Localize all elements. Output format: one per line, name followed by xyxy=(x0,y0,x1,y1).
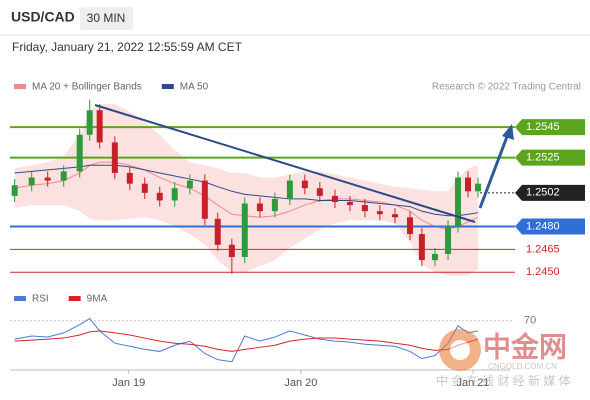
x-tick-label: Jan 19 xyxy=(112,377,145,389)
watermark: 中金网 CNGOLD.COM.CN 中 金 在 线 财 经 新 媒 体 xyxy=(436,329,571,388)
candle-body xyxy=(241,203,248,258)
candle-body xyxy=(201,180,208,219)
candle-body xyxy=(407,217,413,235)
candle-body xyxy=(256,203,263,212)
candle-body xyxy=(141,183,148,193)
legend-label: MA 50 xyxy=(180,82,209,93)
rsi-line xyxy=(14,330,479,352)
candle-body xyxy=(186,180,193,189)
candle-body xyxy=(11,185,18,196)
candle-body xyxy=(376,211,383,215)
candle-body xyxy=(86,110,93,135)
candle-body xyxy=(171,188,178,201)
candle-body xyxy=(214,218,221,245)
candle-body xyxy=(126,172,133,184)
candle-body xyxy=(111,142,118,173)
ma50-line xyxy=(14,164,479,217)
rsi-legend-label: RSI xyxy=(32,294,49,305)
ma20-line xyxy=(14,161,479,231)
rsi-tick-label: 70 xyxy=(524,314,536,326)
watermark-logo-inner xyxy=(450,340,470,360)
rsi-line xyxy=(14,317,479,363)
level-label: 1.2480 xyxy=(526,220,560,232)
candle-body xyxy=(474,183,481,192)
forecast-arrowhead xyxy=(502,124,514,140)
legend-label: MA 20 + Bollinger Bands xyxy=(32,82,142,93)
candle-body xyxy=(316,188,323,196)
interval-button[interactable] xyxy=(80,7,133,30)
candle-body xyxy=(286,180,293,199)
credit: Research © 2022 Trading Central xyxy=(432,82,581,93)
level-box xyxy=(515,218,585,235)
level-box xyxy=(515,184,585,201)
legend-swatch xyxy=(14,84,26,89)
trend-line xyxy=(94,104,476,223)
candle-body xyxy=(44,177,51,181)
level-box xyxy=(515,119,585,136)
rsi-legend-swatch xyxy=(14,296,26,301)
candle-body xyxy=(156,192,163,201)
candle-body xyxy=(431,253,438,261)
legend-swatch xyxy=(161,84,174,89)
candle-body xyxy=(361,205,368,212)
watermark-tagline: 中 金 在 线 财 经 新 媒 体 xyxy=(436,373,571,388)
watermark-url: CNGOLD.COM.CN xyxy=(488,362,557,371)
x-tick-label: Jan 20 xyxy=(284,377,317,389)
candle-body xyxy=(445,226,452,254)
level-label: 1.2502 xyxy=(526,187,560,199)
candle-body xyxy=(418,234,425,261)
bollinger-band xyxy=(14,104,478,276)
candle-body xyxy=(60,171,67,181)
candle-body xyxy=(346,201,353,206)
rsi-legend-swatch xyxy=(68,296,81,301)
candle-body xyxy=(465,177,472,192)
interval-label[interactable]: 30 MIN xyxy=(87,11,126,25)
candle-body xyxy=(301,180,308,189)
level-label: 1.2450 xyxy=(526,266,560,278)
candle-body xyxy=(96,110,103,143)
candle-body xyxy=(392,214,399,218)
datetime: Friday, January 21, 2022 12:55:59 AM CET xyxy=(12,40,243,54)
x-tick-label: Jan 21 xyxy=(456,377,489,389)
candle-body xyxy=(331,195,338,202)
level-label: 1.2525 xyxy=(526,152,560,164)
candle-body xyxy=(76,134,83,172)
level-label: 1.2465 xyxy=(526,243,560,255)
forecast-arrow xyxy=(478,133,510,209)
candle-body xyxy=(228,244,235,258)
candle-body xyxy=(271,198,278,212)
symbol: USD/CAD xyxy=(11,9,75,25)
level-box xyxy=(515,149,585,166)
watermark-title: 中金网 xyxy=(483,330,567,362)
level-label: 1.2545 xyxy=(526,121,560,133)
rsi-legend-label: 9MA xyxy=(87,294,108,305)
candle-body xyxy=(455,177,462,227)
candle-body xyxy=(28,177,35,186)
